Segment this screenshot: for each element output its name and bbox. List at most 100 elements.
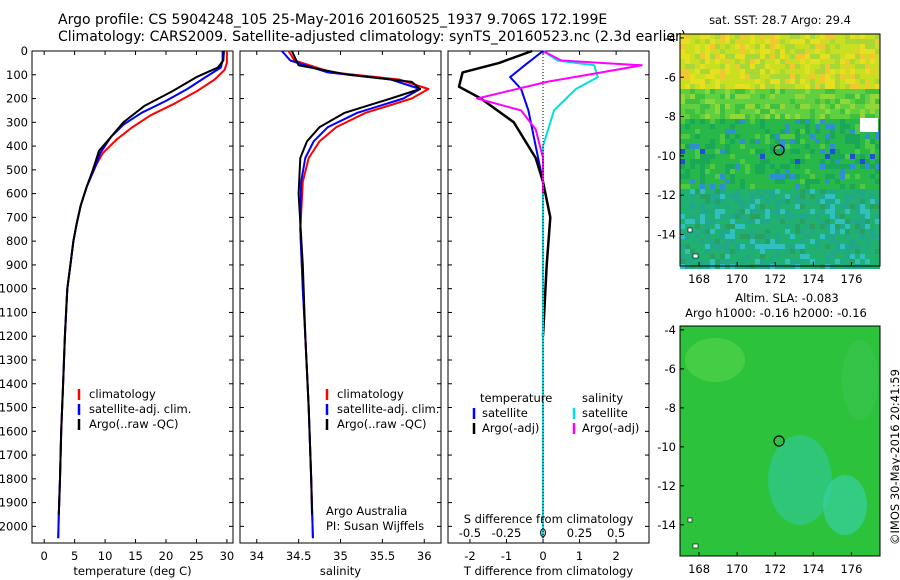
sst-cell [835,119,840,124]
sst-cell [715,194,720,199]
sst-cell [855,199,860,204]
sst-cell [845,249,850,254]
sst-cell [855,249,860,254]
sst-cell [740,214,745,219]
sst-cell [750,144,755,149]
sst-cell [855,254,860,259]
sst-cell [735,64,740,69]
sst-cell [875,64,880,69]
sst-cell [820,259,825,264]
sst-cell [870,139,875,144]
sst-cell [800,69,805,74]
sst-cell [680,259,685,264]
sst-cell [755,99,760,104]
sst-cell [825,104,830,109]
sst-cell [785,209,790,214]
sst-cell [865,194,870,199]
sst-cell [860,244,865,249]
sst-cell [785,124,790,129]
sst-cell [725,159,730,164]
sst-cell [715,169,720,174]
map-lon-label: 174 [802,562,824,576]
sst-cell [770,189,775,194]
sst-cell [815,119,820,124]
sst-cell [695,224,700,229]
sst-cell [835,79,840,84]
x-tick-label: 15 [128,549,143,563]
sst-cell [815,34,820,39]
sst-cell [785,139,790,144]
sst-cell [760,139,765,144]
sst-cell [740,94,745,99]
sst-cell [785,54,790,59]
sst-cell [815,229,820,234]
sst-cell [750,34,755,39]
sst-cell [770,44,775,49]
sst-cell [700,69,705,74]
sst-cell [800,214,805,219]
sst-cell [845,59,850,64]
series-line-temperature-argo-adj- [457,49,552,337]
sst-cell [860,169,865,174]
sst-cell [755,149,760,154]
y-tick-label: 1900 [0,496,28,510]
sst-cell [835,229,840,234]
sst-cell [835,164,840,169]
sst-cell [850,139,855,144]
sst-cell [850,99,855,104]
sst-cell [845,204,850,209]
sst-cell [875,184,880,189]
sst-cell [850,239,855,244]
sst-cell [740,74,745,79]
sst-cell [700,184,705,189]
sst-cell [780,149,785,154]
sst-cell [805,89,810,94]
x-tick-label: 35 [333,549,348,563]
sst-cell [785,99,790,104]
map-frame [679,325,881,557]
sst-cell [875,109,880,114]
sst-cell [860,214,865,219]
sst-cell [790,189,795,194]
sst-cell [695,174,700,179]
sst-cell [755,189,760,194]
sst-cell [810,64,815,69]
sst-cell [825,169,830,174]
sst-cell [785,49,790,54]
sst-cell [795,159,800,164]
sst-cell [690,244,695,249]
sst-cell [755,84,760,89]
x-axis-label: salinity [320,564,361,578]
sst-cell [710,189,715,194]
sst-cell [845,209,850,214]
sst-cell [865,44,870,49]
sst-cell [840,239,845,244]
sst-cell [785,159,790,164]
sst-cell [735,74,740,79]
sst-cell [720,54,725,59]
sst-cell [815,54,820,59]
sst-cell [760,114,765,119]
sst-cell [790,39,795,44]
sst-cell [855,259,860,264]
sst-cell [785,224,790,229]
sla-anomaly-low [823,475,867,535]
sst-cell [785,34,790,39]
sst-cell [770,149,775,154]
sst-cell [765,214,770,219]
sst-cell [720,199,725,204]
sst-cell [680,49,685,54]
sst-cell [815,189,820,194]
sst-cell [770,154,775,159]
sst-cell [700,34,705,39]
sst-cell [725,239,730,244]
sst-cell [685,204,690,209]
sst-cell [810,159,815,164]
sst-cell [850,234,855,239]
sst-cell [835,44,840,49]
sst-cell [770,129,775,134]
sst-cell [800,99,805,104]
sst-cell [865,249,870,254]
sst-cell [765,239,770,244]
sst-cell [705,134,710,139]
